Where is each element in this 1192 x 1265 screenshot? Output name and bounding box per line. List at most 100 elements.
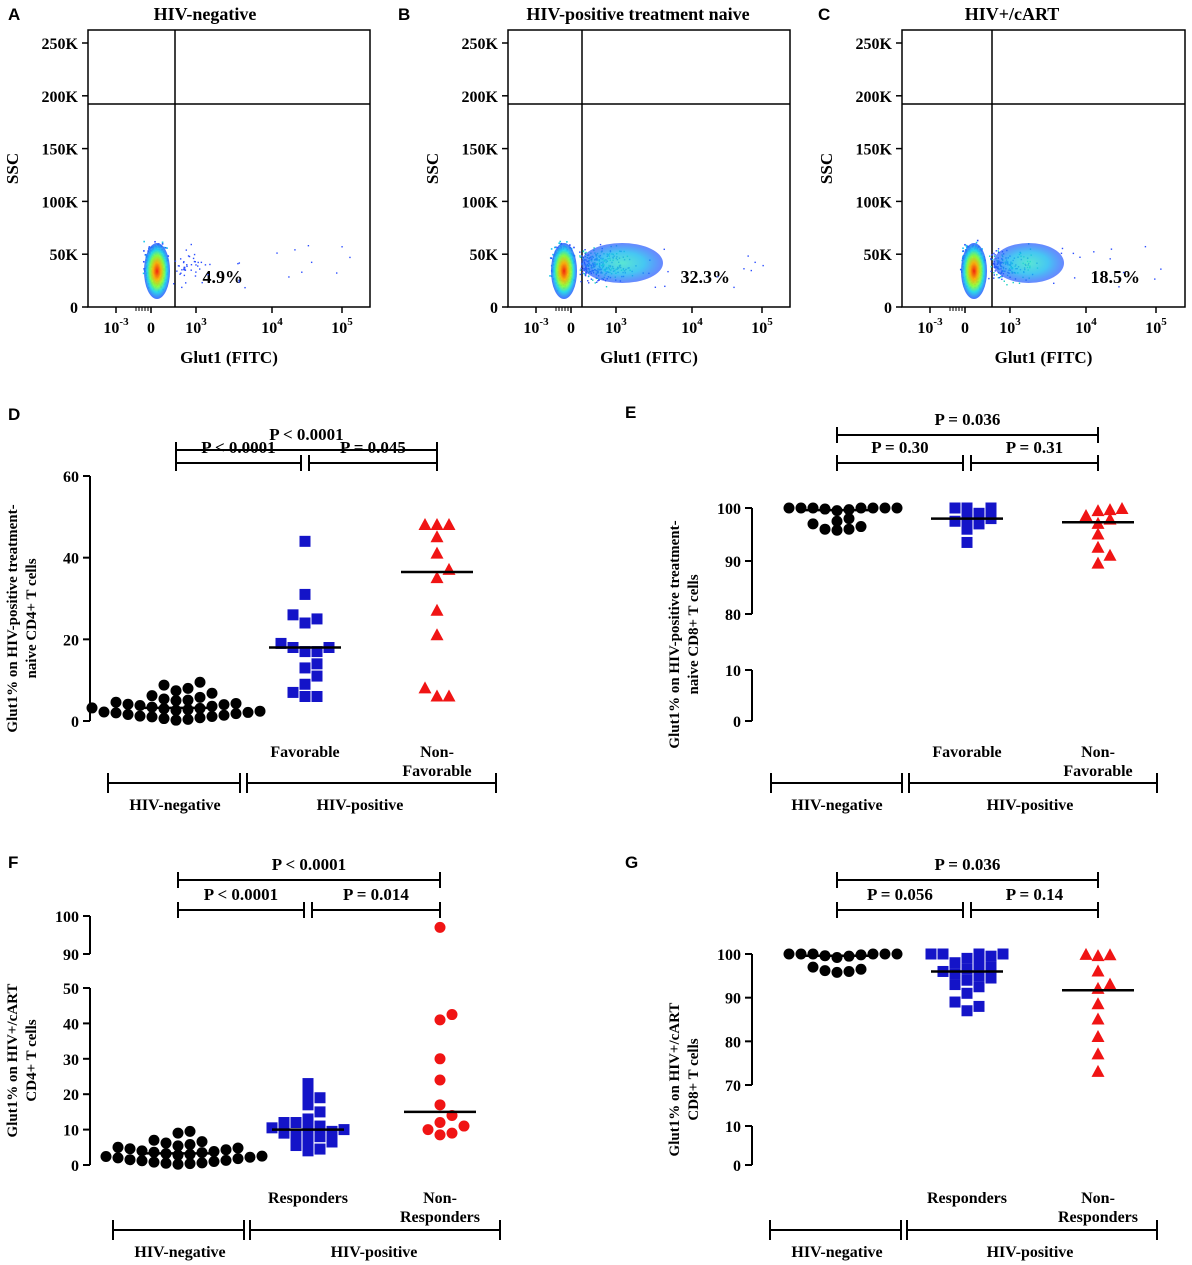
event-dot xyxy=(197,261,199,264)
data-point xyxy=(446,1009,458,1021)
data-point xyxy=(430,689,444,702)
y-tick-label: 100K xyxy=(462,194,499,211)
x-tick-exponent: -3 xyxy=(539,316,549,328)
panel-label: A xyxy=(8,5,20,24)
series-non-responders xyxy=(1062,947,1134,1077)
series-hiv-negative xyxy=(100,1125,268,1170)
dot-panel-f: F 0 10 20 30 40 50 90 100 Glut1% on HIV+/cART CD4+… xyxy=(5,853,501,1261)
data-point xyxy=(208,1155,220,1167)
x-tick-label: 104 xyxy=(261,316,283,337)
data-point xyxy=(112,1152,124,1164)
outlier-dot xyxy=(1122,271,1125,274)
outlier-dot xyxy=(1079,256,1081,258)
density-cloud xyxy=(549,240,764,299)
event-dot xyxy=(144,254,147,256)
data-point xyxy=(275,637,287,649)
x-tick-label: 103 xyxy=(605,316,627,337)
data-point xyxy=(182,694,194,706)
data-point xyxy=(430,518,444,530)
y-tick-label: 250K xyxy=(856,36,893,53)
y-tick-label: 50K xyxy=(864,247,893,264)
data-point xyxy=(299,662,311,674)
data-point xyxy=(196,1157,208,1169)
panel-label: D xyxy=(8,405,20,424)
data-point xyxy=(1091,556,1105,569)
event-dot xyxy=(997,277,1000,279)
y-tick-label: 60 xyxy=(63,469,79,486)
x-tick-exponent: 3 xyxy=(1015,316,1021,328)
data-point xyxy=(287,686,299,698)
event-dot xyxy=(579,251,581,253)
data-point xyxy=(1091,1029,1105,1042)
event-dot xyxy=(990,270,992,273)
data-point xyxy=(973,981,985,993)
event-dot xyxy=(552,253,554,256)
event-dot xyxy=(190,243,192,246)
x-tick-label: 103 xyxy=(185,316,207,337)
event-dot xyxy=(161,243,164,245)
p-value-label: P < 0.0001 xyxy=(204,885,278,904)
event-dot xyxy=(204,264,207,266)
outlier-dot xyxy=(1110,248,1113,250)
data-point xyxy=(242,706,254,718)
positive-percent: 4.9% xyxy=(203,267,244,287)
series-non-favorable xyxy=(401,518,473,702)
event-dot xyxy=(959,268,962,271)
event-dot xyxy=(1001,278,1003,281)
y-tick-label: 200K xyxy=(462,89,499,106)
density-positive xyxy=(581,243,663,283)
x-tick-label: 0 xyxy=(567,320,575,337)
flow-panels: A HIV-negative 250K 200K 150K 100K 50K 0 SSC 10-3… xyxy=(3,4,1186,367)
event-dot xyxy=(583,270,585,272)
comparison-bracket: P = 0.045 xyxy=(308,438,438,471)
category-label-line2: Favorable xyxy=(402,763,471,780)
event-dot xyxy=(192,257,195,260)
event-dot xyxy=(997,248,1000,250)
event-dot xyxy=(993,255,996,258)
data-point xyxy=(1091,997,1105,1010)
density-positive xyxy=(993,243,1065,283)
data-point xyxy=(434,1074,446,1086)
data-point xyxy=(158,693,170,705)
data-point xyxy=(937,948,949,960)
plot-frame xyxy=(87,29,371,308)
data-point xyxy=(86,702,98,714)
data-point xyxy=(961,963,973,975)
data-point xyxy=(326,1125,338,1137)
data-point xyxy=(949,515,961,527)
data-point xyxy=(196,1136,208,1148)
series-favorable xyxy=(931,502,1003,548)
event-dot xyxy=(990,265,992,268)
density-cloud xyxy=(959,239,1162,299)
outlier-dot xyxy=(276,252,278,254)
data-point xyxy=(961,987,973,999)
event-dot xyxy=(559,243,562,245)
data-point xyxy=(218,709,230,721)
event-dot xyxy=(142,260,145,263)
data-point xyxy=(311,691,323,702)
x-axis-label: Glut1 (FITC) xyxy=(995,348,1093,367)
data-point xyxy=(807,502,819,514)
data-point xyxy=(1079,508,1093,521)
event-dot xyxy=(566,241,568,243)
plot-frame xyxy=(507,29,791,308)
y-tick-label: 250K xyxy=(42,36,79,53)
data-point xyxy=(232,1153,244,1165)
y-axis-label-line1: Glut1% on HIV-positive treatment- xyxy=(667,520,683,748)
p-value-label: P = 0.31 xyxy=(1006,438,1063,457)
data-point xyxy=(807,518,819,530)
outlier-dot xyxy=(310,261,313,264)
panel-label: E xyxy=(625,403,636,422)
data-point xyxy=(783,948,795,960)
series-non-responders xyxy=(404,921,476,1141)
data-point xyxy=(831,966,843,978)
y-tick-label: 10 xyxy=(725,663,741,680)
event-dot xyxy=(579,273,581,276)
data-point xyxy=(170,704,182,716)
y-axis-label-line2: CD4+ T cells xyxy=(24,1019,40,1101)
event-dot xyxy=(585,272,587,274)
event-dot xyxy=(190,263,193,266)
event-dot xyxy=(177,265,180,267)
outlier-dot xyxy=(238,262,241,264)
data-point xyxy=(855,502,867,514)
